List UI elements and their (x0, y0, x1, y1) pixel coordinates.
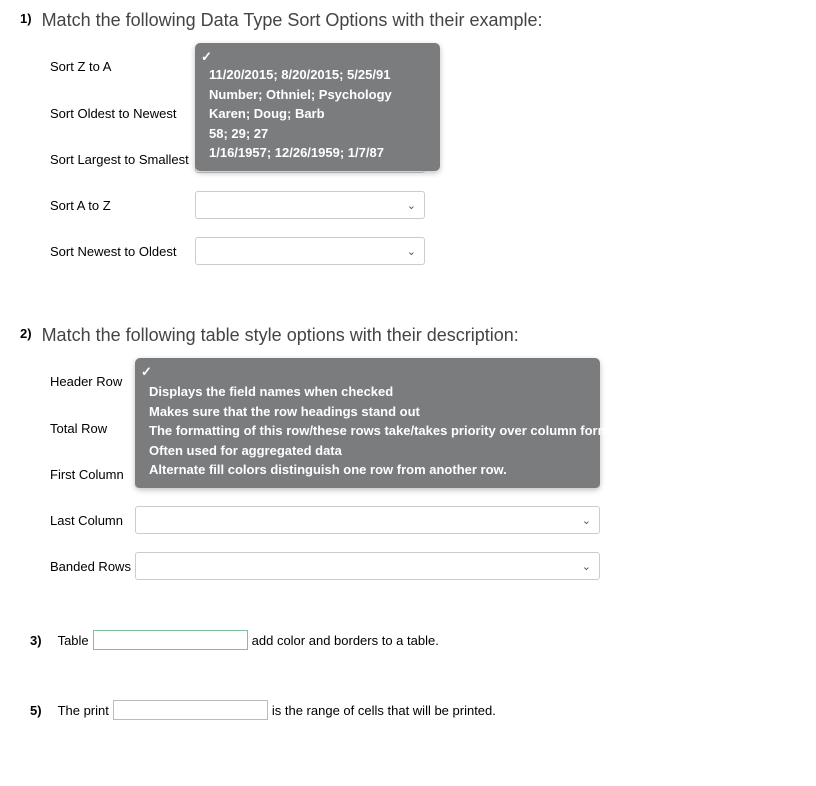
fill-text-post: add color and borders to a table. (252, 633, 439, 648)
question-5: 5) The print is the range of cells that … (30, 700, 796, 720)
match-label: Header Row (50, 374, 135, 389)
match-row: Sort Newest to Oldest ⌄ (50, 237, 796, 265)
check-icon: ✓ (201, 47, 212, 67)
question-number: 1) (20, 11, 32, 26)
dropdown-options-popup[interactable]: ✓ 11/20/2015; 8/20/2015; 5/25/91 Number;… (195, 43, 440, 171)
match-label: Total Row (50, 421, 135, 436)
match-label: Sort Newest to Oldest (50, 244, 195, 259)
match-label: Sort Largest to Smallest (50, 152, 195, 167)
dropdown-option[interactable]: Alternate fill colors distinguish one ro… (149, 460, 586, 480)
fill-text-pre: The print (58, 703, 109, 718)
match-rows: Sort Z to A Sort Oldest to Newest Sort L… (50, 51, 796, 265)
chevron-down-icon: ⌄ (407, 245, 416, 258)
check-icon: ✓ (141, 362, 152, 382)
match-row: Last Column ⌄ (50, 506, 796, 534)
question-header: 2) Match the following table style optio… (20, 325, 796, 346)
dropdown-option[interactable]: Often used for aggregated data (149, 441, 586, 461)
match-label: Sort A to Z (50, 198, 195, 213)
chevron-down-icon: ⌄ (407, 199, 416, 212)
dropdown-option[interactable]: Makes sure that the row headings stand o… (149, 402, 586, 422)
match-label: First Column (50, 467, 135, 482)
question-header: 1) Match the following Data Type Sort Op… (20, 10, 796, 31)
fill-text-pre: Table (58, 633, 89, 648)
question-title: Match the following table style options … (42, 325, 519, 346)
question-3: 3) Table add color and borders to a tabl… (30, 630, 796, 650)
fill-text-post: is the range of cells that will be print… (272, 703, 496, 718)
match-rows: Header Row Total Row First Column Last C… (50, 366, 796, 580)
match-label: Sort Z to A (50, 59, 195, 74)
dropdown-option[interactable]: The formatting of this row/these rows ta… (149, 421, 586, 441)
match-row: Sort A to Z ⌄ (50, 191, 796, 219)
question-number: 2) (20, 326, 32, 341)
dropdown-option[interactable]: 58; 29; 27 (209, 124, 426, 144)
match-label: Sort Oldest to Newest (50, 106, 195, 121)
question-2: 2) Match the following table style optio… (20, 325, 796, 580)
match-dropdown[interactable]: ⌄ (135, 552, 600, 580)
fill-blank-input[interactable] (93, 630, 248, 650)
dropdown-option[interactable]: Displays the field names when checked (149, 382, 586, 402)
question-title: Match the following Data Type Sort Optio… (42, 10, 543, 31)
fill-blank-input[interactable] (113, 700, 268, 720)
dropdown-option[interactable]: Karen; Doug; Barb (209, 104, 426, 124)
question-1: 1) Match the following Data Type Sort Op… (20, 10, 796, 265)
match-label: Banded Rows (50, 559, 135, 574)
dropdown-option[interactable]: 1/16/1957; 12/26/1959; 1/7/87 (209, 143, 426, 163)
match-label: Last Column (50, 513, 135, 528)
chevron-down-icon: ⌄ (582, 514, 591, 527)
dropdown-options-popup[interactable]: ✓ Displays the field names when checked … (135, 358, 600, 488)
match-dropdown[interactable]: ⌄ (195, 191, 425, 219)
question-number: 3) (30, 633, 42, 648)
match-dropdown[interactable]: ⌄ (195, 237, 425, 265)
dropdown-option[interactable]: 11/20/2015; 8/20/2015; 5/25/91 (209, 65, 426, 85)
dropdown-option[interactable]: Number; Othniel; Psychology (209, 85, 426, 105)
chevron-down-icon: ⌄ (582, 560, 591, 573)
match-row: Banded Rows ⌄ (50, 552, 796, 580)
match-dropdown[interactable]: ⌄ (135, 506, 600, 534)
question-number: 5) (30, 703, 42, 718)
